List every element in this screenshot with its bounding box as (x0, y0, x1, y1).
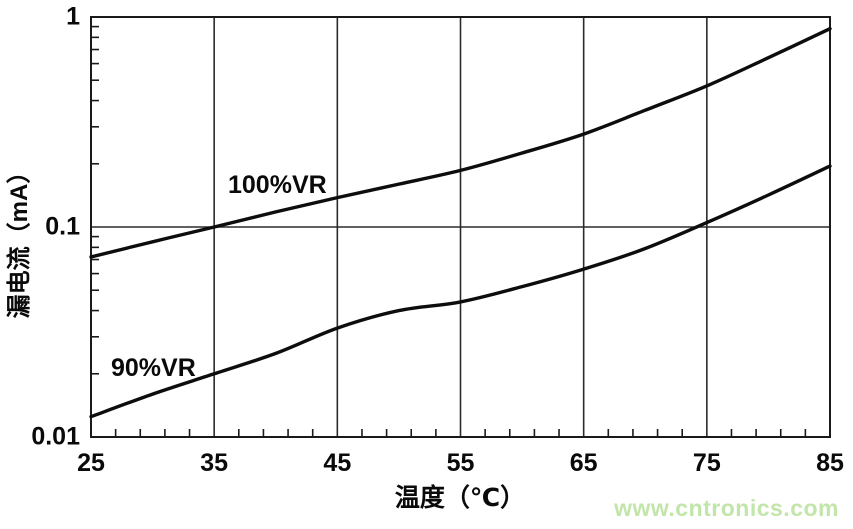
y-axis-title: 漏电流（mA） (6, 159, 33, 319)
curve-90vr (89, 164, 832, 419)
curve-label-100vr: 100%VR (228, 171, 327, 199)
x-tick-label: 55 (446, 449, 475, 477)
curve-label-90vr: 90%VR (111, 354, 196, 382)
x-tick-label: 35 (200, 449, 229, 477)
x-tick-label: 75 (692, 449, 721, 477)
y-tick-label: 0.01 (31, 422, 80, 451)
y-tick-label: 1 (66, 2, 80, 31)
x-axis-title: 温度（℃） (394, 484, 526, 512)
y-tick-label: 0.1 (45, 212, 80, 241)
watermark-text: www.cntronics.com (614, 495, 839, 521)
x-tick-label: 85 (816, 449, 844, 477)
x-tick-label: 25 (77, 449, 105, 477)
x-tick-label: 45 (323, 449, 352, 477)
curve-100vr (89, 27, 832, 259)
axis-frame (90, 16, 831, 438)
x-tick-label: 65 (569, 449, 598, 477)
